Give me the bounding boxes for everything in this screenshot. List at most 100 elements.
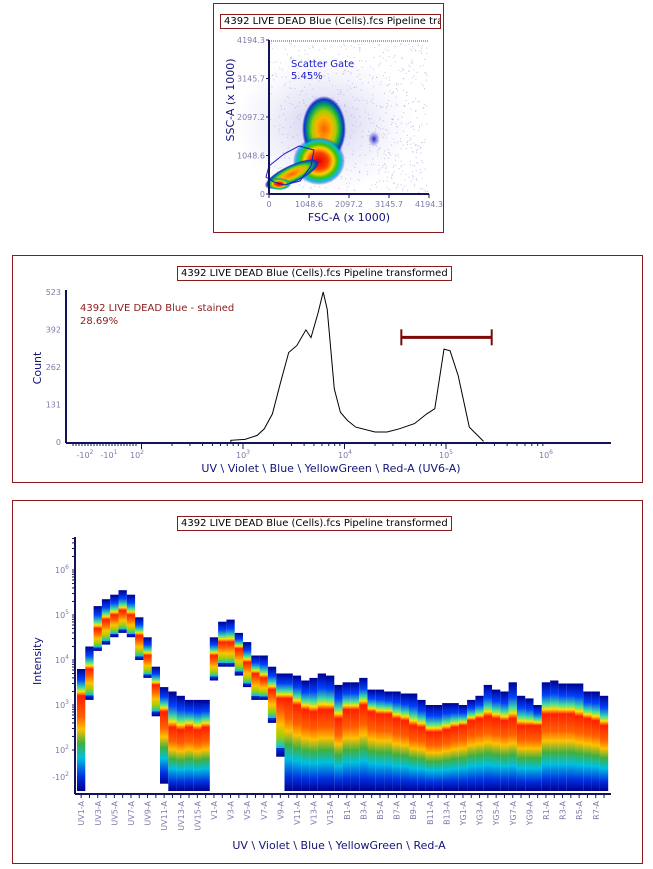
scatter-event-dot	[382, 180, 384, 182]
scatter-event-dot	[411, 151, 413, 153]
spectrum-channel-column	[384, 691, 393, 791]
spectrum-channel-column	[118, 590, 127, 633]
spectrum-channel-column	[93, 606, 102, 651]
scatter-event-dot	[382, 52, 384, 54]
scatter-y-tick-label: 1048.6	[237, 152, 265, 161]
scatter-event-dot	[410, 48, 412, 50]
scatter-event-dot	[275, 61, 277, 63]
scatter-event-dot	[379, 180, 381, 182]
scatter-event-dot	[376, 181, 378, 183]
scatter-event-dot	[415, 110, 417, 112]
scatter-event-dot	[400, 166, 402, 168]
scatter-plot-panel[interactable]: 4392 LIVE DEAD Blue (Cells).fcs Pipeline…	[213, 3, 444, 233]
scatter-event-dot	[426, 185, 428, 187]
scatter-event-dot	[345, 48, 347, 50]
scatter-event-dot	[407, 190, 409, 192]
histogram-y-label: Count	[31, 351, 44, 384]
scatter-event-dot	[393, 182, 395, 184]
spectrum-y-tick-label: 106	[55, 564, 69, 575]
scatter-event-dot	[404, 179, 406, 181]
scatter-x-tick-label: 2097.2	[335, 200, 363, 209]
scatter-event-dot	[408, 70, 410, 72]
scatter-event-dot	[378, 65, 380, 67]
scatter-event-dot	[415, 170, 417, 172]
spectrum-y-tick-label: -102	[52, 771, 69, 782]
histogram-x-tick-label: 106	[539, 449, 553, 460]
histogram-gate-bar[interactable]	[400, 329, 493, 346]
scatter-event-dot	[403, 163, 405, 165]
scatter-event-dot	[412, 46, 414, 48]
histogram-x-tick-label: 104	[338, 449, 352, 460]
scatter-event-dot	[415, 98, 417, 100]
scatter-event-dot	[417, 145, 419, 147]
scatter-event-dot	[400, 160, 402, 162]
scatter-event-dot	[378, 63, 380, 65]
spectrum-channel-column	[516, 695, 526, 791]
scatter-event-dot	[410, 143, 412, 145]
scatter-event-dot	[397, 186, 399, 188]
spectrum-channel-column	[110, 594, 119, 638]
scatter-event-dot	[422, 85, 424, 87]
spectrum-channel-column	[433, 705, 443, 791]
scatter-event-dot	[424, 113, 426, 115]
histogram-x-label: UV \ Violet \ Blue \ YellowGreen \ Red-A…	[201, 462, 460, 475]
scatter-event-dot	[420, 146, 422, 148]
spectrum-x-tick-label: B11-A	[426, 800, 435, 824]
spectrum-title: 4392 LIVE DEAD Blue (Cells).fcs Pipeline…	[177, 516, 452, 531]
scatter-event-dot	[400, 173, 402, 175]
spectrum-channel-column	[400, 693, 409, 791]
spectrum-y-tick-label: 102	[55, 744, 69, 755]
scatter-event-dot	[354, 42, 356, 44]
scatter-event-dot	[294, 45, 296, 47]
scatter-event-dot	[344, 45, 346, 47]
scatter-event-dot	[401, 57, 403, 59]
spectrum-x-tick-label: V15-A	[326, 800, 335, 824]
scatter-event-dot	[412, 151, 414, 153]
scatter-event-dot	[417, 163, 419, 165]
scatter-plot[interactable]: 0 1048.6 2097.2 3145.7 4194.3 0 1048.6 2097.2 31…	[214, 4, 445, 234]
scatter-event-dot	[400, 43, 402, 45]
histogram-plot[interactable]: 0 131 262 392 523 -102 -101 102 103 104 105 106 Cou…	[13, 256, 644, 484]
scatter-event-dot	[421, 83, 423, 85]
spectrum-channel-column	[599, 695, 609, 791]
scatter-event-dot	[411, 101, 413, 103]
scatter-event-dot	[402, 69, 404, 71]
scatter-event-dot	[386, 180, 388, 182]
scatter-event-dot	[411, 77, 413, 79]
scatter-event-dot	[423, 107, 425, 109]
spectrum-x-tick-label: B5-A	[376, 800, 385, 819]
scatter-event-dot	[413, 47, 415, 49]
scatter-event-dot	[413, 183, 415, 185]
scatter-event-dot	[419, 145, 421, 147]
scatter-event-dot	[402, 77, 404, 79]
scatter-event-dot	[359, 47, 361, 49]
scatter-event-dot	[405, 174, 407, 176]
scatter-x-tick-label: 4194.3	[415, 200, 443, 209]
spectrum-channel-column	[458, 705, 468, 791]
scatter-event-dot	[393, 182, 395, 184]
scatter-event-dot	[410, 61, 412, 63]
scatter-gate-polygon[interactable]	[265, 145, 315, 186]
histogram-y-tick-label: 0	[56, 438, 61, 447]
spectrum-channel-column	[151, 666, 160, 717]
spectrum-plot[interactable]: UV1-A UV3-A UV5-A UV7-A UV9-A UV11-A UV13-A UV1…	[13, 501, 644, 865]
scatter-event-dot	[421, 160, 423, 162]
histogram-gate-name: 4392 LIVE DEAD Blue - stained	[80, 303, 234, 314]
spectrum-channel-column	[475, 695, 484, 791]
scatter-event-dot	[365, 60, 367, 62]
scatter-event-dot	[390, 65, 392, 67]
spectrum-x-tick-label: R1-A	[542, 800, 551, 819]
scatter-event-dot	[400, 71, 402, 73]
spectrum-channel-column	[77, 669, 86, 791]
scatter-y-label: SSC-A (x 1000)	[224, 59, 237, 142]
spectrum-channel-column	[218, 621, 227, 667]
scatter-event-dot	[382, 57, 384, 59]
histogram-x-tick-label: 103	[236, 449, 250, 460]
spectrum-channel-column	[193, 699, 202, 791]
scatter-event-dot	[369, 188, 371, 190]
scatter-event-dot	[410, 147, 412, 149]
histogram-panel[interactable]: 4392 LIVE DEAD Blue (Cells).fcs Pipeline…	[12, 255, 643, 483]
spectrum-panel[interactable]: 4392 LIVE DEAD Blue (Cells).fcs Pipeline…	[12, 500, 643, 864]
scatter-event-dot	[289, 43, 291, 45]
spectrum-channel-column	[450, 703, 459, 791]
